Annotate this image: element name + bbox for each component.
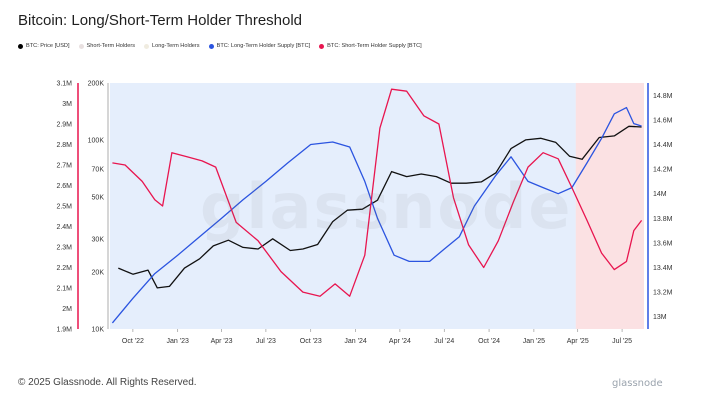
sth-axis-tick-label: 2.6M (56, 183, 72, 190)
price-axis-tick-label: 200K (88, 81, 105, 88)
axes-layer: 3.1M 3M 2.9M 2.8M 2.7M 2.6M 2.5M 2.4M 2.3M 2.2M 2.… (56, 81, 672, 346)
sth-axis-tick-label: 2.3M (56, 245, 72, 252)
brand-logo: glassnode (612, 378, 663, 389)
copyright-text: © 2025 Glassnode. All Rights Reserved. (18, 377, 197, 388)
lth-supply-line (111, 106, 642, 324)
sth-axis-tick-label: 2.5M (56, 204, 72, 211)
sth-axis-tick-label: 3M (62, 101, 72, 108)
lth-axis-tick-label: 14M (653, 191, 667, 198)
legend-item-short-term-holders[interactable]: Short-Term Holders (78, 43, 136, 49)
legend-item-long-term-holders[interactable]: Long-Term Holders (144, 43, 200, 49)
legend-item-sth-supply[interactable]: BTC: Short-Term Holder Supply [BTC] (319, 43, 422, 49)
sth-supply-line (112, 88, 643, 297)
lth-axis-tick-label: 14.6M (653, 117, 673, 124)
sth-axis-tick-label: 2.9M (56, 122, 72, 129)
price-axis-tick-label: 100K (88, 137, 105, 144)
x-axis-tick-label: Jul '24 (434, 338, 454, 345)
lth-axis-tick-label: 14.4M (653, 142, 673, 149)
sth-axis-tick-label: 1.9M (56, 327, 72, 334)
lth-axis-tick-label: 14.8M (653, 93, 673, 100)
sth-axis-tick-label: 2M (62, 306, 72, 313)
x-axis-tick-label: Jan '23 (167, 338, 189, 345)
sth-axis-tick-label: 3.1M (56, 81, 72, 88)
x-axis-tick-label: Oct '24 (478, 338, 500, 345)
legend-dot-lth-supply (208, 43, 214, 49)
x-axis-tick-label: Apr '25 (567, 338, 589, 345)
x-axis-tick-label: Jul '23 (256, 338, 276, 345)
legend-item-price[interactable]: BTC: Price [USD] (18, 43, 70, 49)
price-axis-tick-label: 50K (92, 194, 105, 201)
legend-item-lth-supply[interactable]: BTC: Long-Term Holder Supply [BTC] (208, 43, 311, 49)
legend-label-lth-supply: BTC: Long-Term Holder Supply [BTC] (216, 43, 311, 49)
lth-axis-tick-label: 13.4M (653, 265, 673, 272)
x-axis-tick-label: Jul '25 (612, 338, 632, 345)
lth-axis-tick-label: 13.8M (653, 216, 673, 223)
price-axis-tick-label: 10K (92, 327, 105, 334)
legend-dot-sth-supply (319, 43, 325, 49)
legend-dot-long-term-holders (144, 43, 150, 49)
price-axis-tick-label: 20K (92, 270, 105, 277)
series-layer (111, 88, 643, 324)
legend-dot-short-term-holders (78, 43, 84, 49)
legend-label-long-term-holders: Long-Term Holders (152, 43, 200, 49)
lth-axis-tick-label: 13M (653, 314, 667, 321)
legend-label-price: BTC: Price [USD] (26, 43, 70, 49)
x-axis-tick-label: Apr '24 (389, 338, 411, 345)
legend-dot-price (18, 43, 23, 49)
sth-axis-tick-label: 2.7M (56, 163, 72, 170)
x-axis-tick-label: Apr '23 (211, 338, 233, 345)
sth-axis-tick-label: 2.8M (56, 142, 72, 149)
price-axis-tick-label: 70K (92, 167, 105, 174)
x-axis-tick-label: Oct '22 (122, 338, 144, 345)
legend-label-sth-supply: BTC: Short-Term Holder Supply [BTC] (327, 43, 422, 49)
sth-axis-tick-label: 2.2M (56, 265, 72, 272)
price-axis-tick-label: 30K (92, 236, 105, 243)
legend-label-short-term-holders: Short-Term Holders (86, 43, 136, 49)
sth-axis-tick-label: 2.1M (56, 286, 72, 293)
regions-layer (110, 83, 644, 329)
lth-axis-tick-label: 13.2M (653, 290, 673, 297)
price-line (118, 125, 642, 289)
sth-axis-tick-label: 2.4M (56, 224, 72, 231)
legend: BTC: Price [USD] Short-Term Holders Long… (18, 43, 422, 49)
region-long-term-holders (110, 83, 576, 329)
x-axis-tick-label: Jan '25 (523, 338, 545, 345)
x-axis-tick-label: Oct '23 (300, 338, 322, 345)
chart-title: Bitcoin: Long/Short-Term Holder Threshol… (18, 12, 303, 29)
region-short-term-holders (575, 83, 644, 329)
x-axis-tick-label: Jan '24 (344, 338, 366, 345)
lth-axis-tick-label: 14.2M (653, 167, 673, 174)
lth-axis-tick-label: 13.6M (653, 240, 673, 247)
